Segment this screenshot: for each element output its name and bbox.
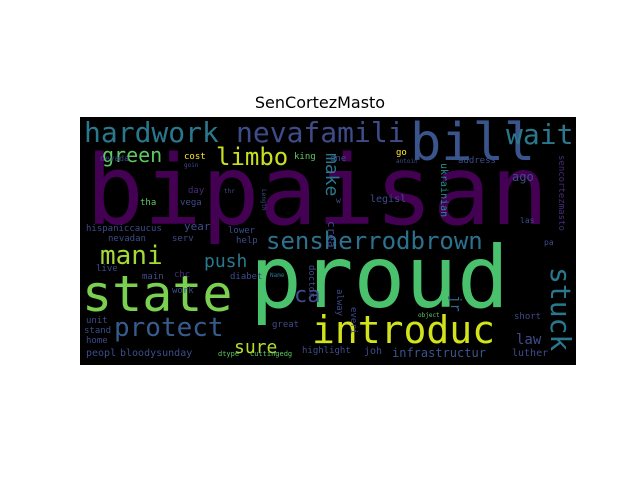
word-dtype: dtype [218, 350, 240, 358]
word-chc: chc [174, 270, 191, 280]
word-las: las [520, 216, 535, 225]
word-great: great [272, 320, 300, 330]
word-cloud: bipaisan proud state introduc bill hardw… [80, 117, 576, 365]
word-push: push [204, 251, 248, 272]
word-lower: lower [228, 226, 256, 236]
word-address: address [458, 156, 496, 166]
word-doctor: doctor [306, 265, 316, 298]
word-nevada: nevada [100, 154, 129, 163]
word-bloodysunday: bloodysunday [120, 348, 193, 359]
word-jr: jr [447, 295, 463, 312]
word-tha: tha [140, 198, 157, 208]
word-sensherrodbrown: sensherrodbrown [266, 227, 483, 255]
word-proud: proud [250, 228, 509, 328]
word-ago: ago [512, 170, 534, 184]
word-cost: cost [184, 152, 206, 162]
word-infrastructur: infrastructur [392, 346, 486, 360]
word-name: Name [270, 272, 285, 279]
word-goin: goin [184, 162, 199, 169]
word-w: w [336, 196, 341, 205]
word-crea: crea [325, 221, 338, 248]
word-antoin: antoin [396, 158, 418, 165]
word-make: make [321, 153, 342, 197]
word-wait: wait [506, 118, 574, 151]
word-short: short [514, 312, 542, 322]
word-alway: alway [334, 289, 344, 317]
word-stuck: stuck [544, 267, 576, 352]
word-home: home [86, 336, 108, 346]
word-year: year [184, 220, 211, 233]
word-protect: protect [114, 313, 224, 343]
word-help: help [236, 236, 258, 246]
word-pa: pa [544, 238, 554, 247]
word-serv: serv [172, 234, 194, 244]
word-go: go [396, 148, 407, 158]
word-law: law [516, 332, 542, 348]
word-thr: thr [224, 188, 235, 195]
figure-title: SenCortezMasto [254, 93, 386, 112]
word-green: green [102, 143, 163, 167]
word-sure: sure [234, 337, 278, 358]
word-diabet: diabet [230, 272, 263, 282]
word-vega: vega [180, 198, 202, 208]
word-nevafamili: nevafamili [236, 117, 405, 149]
word-sencortezmasto: sencortezmasto [556, 155, 566, 231]
word-ca: ca [294, 283, 321, 308]
word-live: live [96, 264, 118, 274]
word-nevadan: nevadan [108, 234, 146, 244]
word-king: king [294, 152, 316, 162]
word-mani: mani [100, 241, 163, 271]
word-everi: everi [348, 307, 358, 335]
word-introduc: introduc [312, 308, 496, 352]
word-day: day [188, 186, 205, 196]
word-object: object [418, 312, 440, 319]
word-stand: stand [84, 326, 112, 336]
word-ukrainian: ukrainian [438, 163, 449, 218]
word-unit: unit [86, 316, 108, 326]
word-limbo: limbo [216, 143, 289, 171]
word-hardwork: hardwork [84, 117, 219, 149]
word-state: state [82, 265, 233, 323]
word-highlight: highlight [302, 346, 351, 356]
word-bipaisan: bipaisan [86, 135, 549, 247]
word-one: one [330, 154, 347, 164]
word-legisl: legisl [370, 194, 407, 205]
word-cuttingedg: cuttingedg [250, 350, 293, 358]
word-bill: bill [410, 117, 536, 173]
word-luther: luther [512, 348, 549, 359]
word-length: Length [260, 189, 267, 211]
word-main: main [142, 272, 164, 282]
word-peopl: peopl [86, 348, 117, 359]
word-joh: joh [364, 346, 383, 357]
word-hispaniccaucus: hispaniccaucus [86, 224, 162, 234]
word-work: work [172, 286, 194, 296]
